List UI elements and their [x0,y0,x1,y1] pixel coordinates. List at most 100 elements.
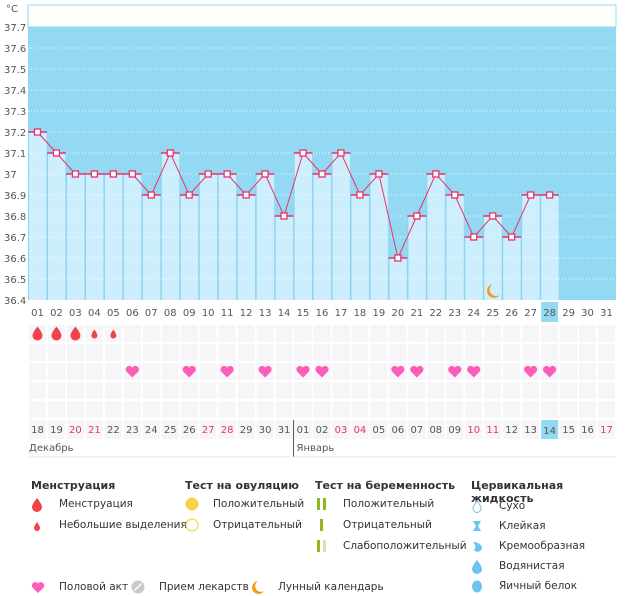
legend-label: Менструация [59,498,133,510]
temp-point [470,233,478,241]
temp-point [147,191,155,199]
event-cell [408,401,426,418]
y-tick-label: 36.7 [4,233,26,244]
event-cell [503,401,521,418]
event-cell [522,344,540,361]
date-label: 07 [410,425,423,436]
date-cell [427,420,445,439]
event-cell [199,344,217,361]
temp-bar [142,195,161,300]
event-cell [332,325,350,342]
spotting-drop [91,329,98,339]
event-cell [142,363,160,380]
temp-point [242,191,250,199]
spotting-drop [110,329,117,339]
event-cell [199,363,217,380]
date-cell [142,420,160,439]
temp-point [526,191,535,199]
temp-point [90,170,99,178]
date-label: 13 [524,425,537,436]
event-cell [522,325,540,342]
event-cell [275,382,293,399]
legend-menstruation-title: Менструация [31,479,116,492]
event-cell [408,344,426,361]
event-cell [503,382,521,399]
event-cell [484,344,502,361]
event-cell [180,382,198,399]
cycle-day-label: 19 [373,308,386,319]
event-cell [29,382,46,399]
temp-point [299,149,307,157]
event-cell [66,363,84,380]
event-cell [351,363,369,380]
event-cell [484,363,502,380]
event-cell [351,325,369,342]
legend-cervical-title: Цервикальная жидкость [471,479,564,505]
date-cell [313,420,331,439]
event-cell [199,401,217,418]
date-label: 21 [88,425,101,436]
temp-bar [47,153,66,300]
temp-point [413,212,421,220]
temp-bar [161,153,180,300]
date-cell [180,420,198,439]
date-label-today: 14 [543,426,556,437]
date-cell [104,420,122,439]
date-cell [579,420,597,439]
legend-pregnancy-negative: Отрицательный [315,518,432,532]
menstruation-drop [32,326,43,341]
one-line-icon [315,518,335,532]
event-cell [579,401,597,418]
event-cell [313,325,331,342]
bbt-chart: °C 37.7 37.6 37.5 37.4 37.3 37.2 37.1 37 36.9 36.8… [4,4,617,458]
event-cell [598,401,615,418]
faint-lines-icon [315,539,335,553]
intercourse-heart [391,365,405,378]
temp-point [432,170,440,178]
date-label: 22 [107,425,120,436]
date-label: 20 [69,425,82,436]
date-cell [446,420,464,439]
moon-icon [250,580,270,594]
temp-bar [426,174,445,300]
empty-circle-icon [185,518,205,532]
event-cell [332,382,350,399]
date-cell [275,420,293,439]
date-cell [332,420,350,439]
temp-bar [540,195,559,300]
event-cell [560,325,578,342]
menstruation-drop [51,326,62,341]
cycle-day-label: 11 [221,308,234,319]
legend-label: Водянистая [499,560,565,572]
date-label: 04 [354,425,367,436]
legend-label: Отрицательный [213,519,302,531]
event-cell [66,382,84,399]
temp-point [545,191,554,199]
cycle-day-label: 13 [259,308,272,319]
intercourse-heart [315,365,329,378]
legend-ovulation-negative: Отрицательный [185,518,302,532]
event-cell [294,401,312,418]
legend-label: Положительный [343,498,435,510]
cycle-day-label: 10 [202,308,215,319]
cycle-day-label: 03 [69,308,82,319]
date-label: 29 [240,425,253,436]
event-cell [85,344,103,361]
event-cell [522,401,540,418]
temp-bar [294,153,313,300]
event-cell [313,382,331,399]
event-cell [104,344,122,361]
event-cell [218,401,236,418]
event-cell [579,344,597,361]
date-cell [85,420,103,439]
legend-cervical-eggwhite: Яичный белок [471,579,577,593]
event-cell [142,401,160,418]
event-cell [427,344,445,361]
temp-point [109,170,118,178]
temp-point [33,128,42,136]
date-label: 31 [278,425,291,436]
temp-bar [275,216,294,300]
cycle-day-label: 02 [50,308,63,319]
date-cell [199,420,217,439]
temp-point [280,212,288,220]
